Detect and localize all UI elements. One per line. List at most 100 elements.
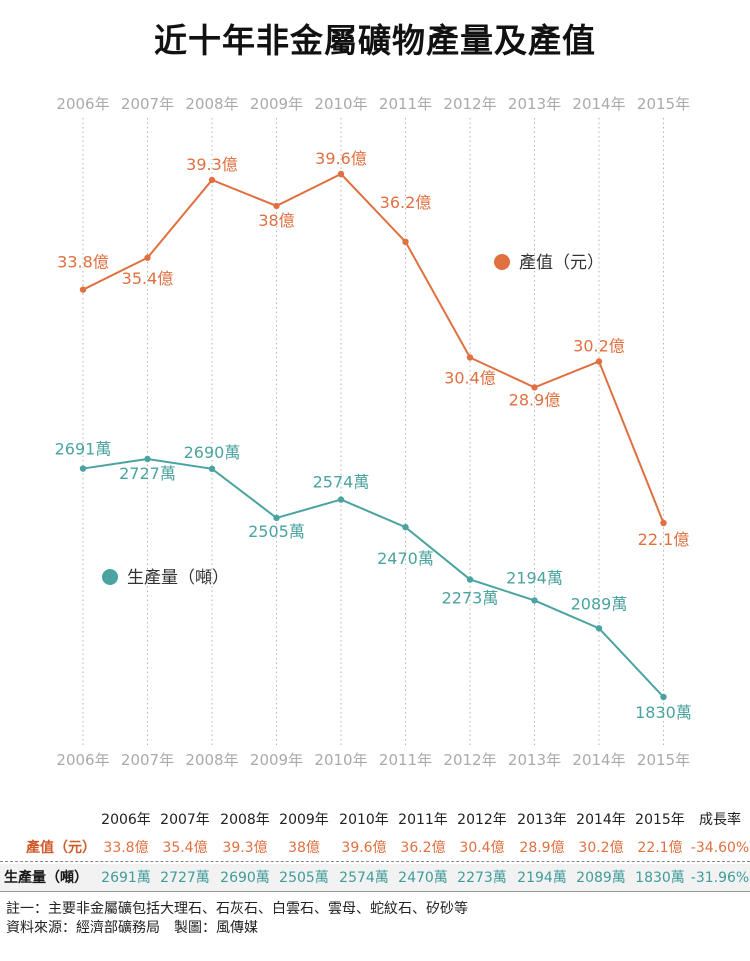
data-label: 28.9億 (509, 390, 561, 409)
data-label: 35.4億 (122, 269, 174, 288)
x-tick-label-bottom: 2015年 (637, 751, 690, 769)
table-cell: 38億 (288, 840, 320, 856)
x-tick-label-top: 2010年 (314, 95, 367, 113)
x-tick-label-bottom: 2008年 (185, 751, 238, 769)
data-label: 2727萬 (119, 464, 176, 483)
table-header-cell: 2007年 (160, 812, 210, 828)
legend-marker-production (102, 569, 118, 585)
x-tick-label-bottom: 2013年 (508, 751, 561, 769)
legend-label-value: 產值（元） (519, 253, 604, 273)
table-cell: 2273萬 (457, 870, 507, 886)
data-point (208, 465, 216, 473)
table-header-cell: 2013年 (517, 812, 567, 828)
data-label: 2690萬 (184, 443, 241, 462)
x-tick-label-bottom: 2010年 (314, 751, 367, 769)
data-label: 30.4億 (444, 368, 496, 387)
table-cell: 22.1億 (637, 840, 683, 856)
legend-label-production: 生產量（噸） (127, 568, 229, 588)
table-row-production: 生產量（噸） 2691萬 2727萬 2690萬 2505萬 2574萬 2470萬 2273… (0, 864, 750, 892)
x-tick-label-bottom: 2012年 (443, 751, 496, 769)
table-cell: 2574萬 (339, 870, 389, 886)
table-cell: 35.4億 (162, 840, 208, 856)
table-header-cell: 2008年 (220, 812, 270, 828)
table-header-cell: 2010年 (339, 812, 389, 828)
series-line-0 (82, 172, 665, 524)
x-tick-label-top: 2007年 (121, 95, 174, 113)
table-cell: -34.60% (690, 840, 750, 856)
data-point (273, 202, 280, 210)
x-tick-label-bottom: 2007年 (121, 751, 174, 769)
x-tick-label-top: 2012年 (443, 95, 496, 113)
table-row-label: 產值（元） (26, 840, 96, 856)
data-label: 2691萬 (55, 440, 112, 459)
data-point (660, 519, 667, 527)
data-point (595, 358, 603, 365)
table-cell: 39.6億 (341, 840, 387, 856)
data-point (79, 286, 87, 293)
table-cell: 2505萬 (279, 870, 329, 886)
table-header-cell: 2015年 (635, 812, 685, 828)
table-cell: 2691萬 (101, 870, 151, 886)
table-cell: 2089萬 (576, 870, 626, 886)
data-point (595, 625, 603, 632)
data-label: 33.8億 (57, 253, 109, 272)
table-row-label: 生產量（噸） (4, 870, 88, 886)
data-point (337, 170, 345, 178)
x-tick-label-top: 2014年 (572, 95, 625, 113)
table-cell: 1830萬 (635, 870, 685, 886)
table-header-cell: 2012年 (457, 812, 507, 828)
data-point (337, 496, 345, 503)
data-point (79, 465, 87, 472)
data-point (660, 693, 667, 701)
footnote-1: 註一：主要非金屬礦包括大理石、石灰石、白雲石、雲母、蛇紋石、矽砂等 (6, 901, 468, 917)
data-label: 2194萬 (506, 568, 563, 587)
data-point (208, 176, 216, 184)
x-tick-label-bottom: 2009年 (250, 751, 303, 769)
table-cell: 36.2億 (400, 840, 446, 856)
x-tick-label-top: 2009年 (250, 95, 303, 113)
table-cell: -31.96% (690, 870, 750, 886)
x-tick-label-bottom: 2014年 (572, 751, 625, 769)
data-label: 39.3億 (186, 155, 238, 174)
table-cell: 2194萬 (517, 870, 567, 886)
data-point (402, 238, 409, 246)
data-label: 22.1億 (638, 530, 690, 549)
chart-title: 近十年非金屬礦物產量及產值 (154, 21, 596, 60)
table-header-cell: 2006年 (101, 812, 151, 828)
data-label: 2574萬 (313, 473, 370, 492)
source-credit: 資料來源：經濟部礦務局 製圖：風傳媒 (6, 920, 258, 936)
table-cell: 2727萬 (160, 870, 210, 886)
data-point (144, 254, 151, 261)
table-header-cell: 成長率 (699, 812, 741, 828)
footnotes: 註一：主要非金屬礦包括大理石、石灰石、白雲石、雲母、蛇紋石、矽砂等 資料來源：經… (6, 900, 468, 938)
data-label: 39.6億 (315, 149, 367, 168)
x-tick-label-top: 2006年 (56, 95, 109, 113)
data-label: 30.2億 (573, 336, 625, 355)
legend-marker-value (494, 254, 510, 270)
x-tick-label-bottom: 2006年 (56, 751, 109, 769)
data-label: 2089萬 (571, 594, 628, 613)
table-cell: 2470萬 (398, 870, 448, 886)
x-tick-label-top: 2008年 (185, 95, 238, 113)
table-header-cell: 2014年 (576, 812, 626, 828)
line-chart: 2006年 2006年 2007年 2007年 2008年 2008年 2009年 2009年… (55, 95, 692, 769)
table-header-row: 2006年 2007年 2008年 2009年 2010年 2011年 2012年 2013年… (0, 806, 750, 834)
table-cell: 30.4億 (459, 840, 505, 856)
data-point (466, 354, 474, 361)
data-label: 2470萬 (377, 549, 434, 568)
data-label: 1830萬 (635, 703, 692, 722)
table-cell: 30.2億 (578, 840, 624, 856)
table-cell: 28.9億 (519, 840, 565, 856)
table-header-cell: 2009年 (279, 812, 329, 828)
data-label: 2505萬 (248, 522, 305, 541)
table-header-cell: 2011年 (398, 812, 448, 828)
data-label: 36.2億 (380, 193, 432, 212)
table-cell: 33.8億 (103, 840, 149, 856)
data-point (273, 514, 280, 522)
data-point (466, 576, 474, 583)
x-tick-label-top: 2015年 (637, 95, 690, 113)
data-point (144, 455, 151, 463)
data-label: 38億 (258, 211, 294, 230)
data-point (531, 384, 538, 391)
x-tick-label-top: 2013年 (508, 95, 561, 113)
